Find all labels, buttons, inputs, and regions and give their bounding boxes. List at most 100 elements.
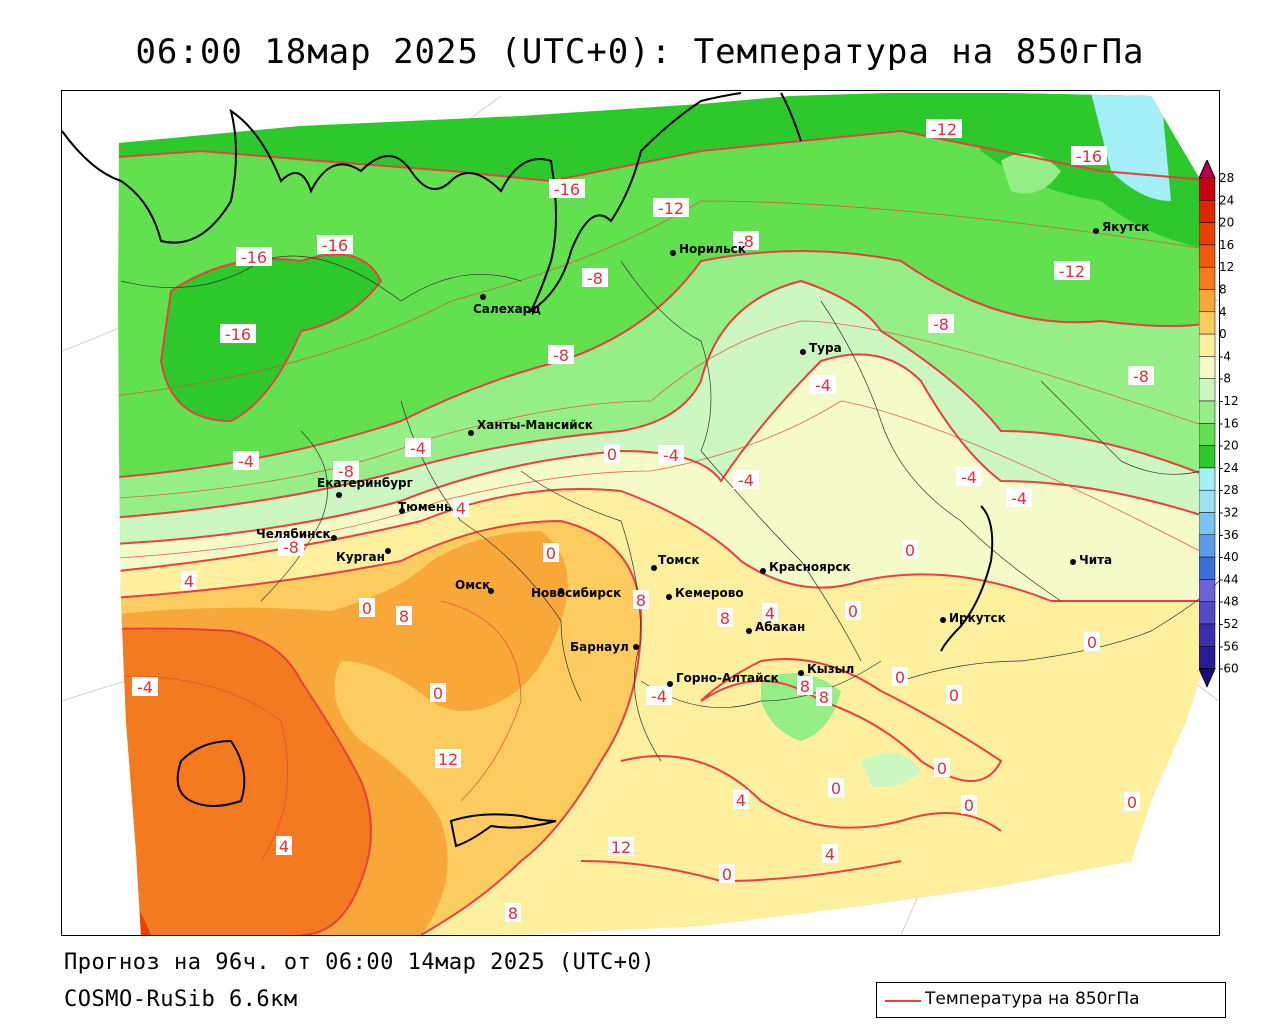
contour-label: 0 [895,668,905,687]
colorbar-swatch [1198,289,1216,313]
contour-label: 12 [611,838,631,857]
city-marker [651,565,657,571]
contour-label: -4 [738,471,754,490]
contour-label-bg [549,179,585,198]
colorbar-swatch [1198,467,1216,491]
contour-label-bg [181,571,197,590]
contour-label-bg [220,324,256,343]
contour-label: -16 [554,180,580,199]
contour-label: 4 [279,837,289,856]
contour-label: -8 [338,462,354,481]
temperature-map: -12 -16 -12 -16 -16 -16 -8 -12 -8 -16 -8 -8 -8 -4 -8 -4… [61,90,1220,936]
colorbar-swatch [1198,623,1216,647]
colorbar-swatch [1198,534,1216,558]
contour-label: -16 [241,248,267,267]
contour-label: -4 [1011,489,1027,508]
city-label: Якутск [1102,220,1149,234]
contour-label-bg [961,795,977,814]
contour-label-bg [733,231,759,250]
contour-label-bg [717,608,733,627]
contour-label: -12 [658,199,684,218]
city-marker [940,617,946,623]
contour-label-bg [333,461,359,480]
contour-label-bg [1124,792,1140,811]
city-marker [558,588,564,594]
contour-label: 8 [508,904,518,923]
contour-label: 0 [362,599,372,618]
city-label: Екатеринбург [317,476,413,490]
colorbar-swatch [1198,489,1216,513]
city-label: Тура [809,341,842,355]
contour-label: 0 [1087,633,1097,652]
colorbar-tick-label: -24 [1219,461,1239,475]
colorbar-swatch [1198,423,1216,446]
colorbar-top-arrow [1198,158,1216,179]
contour-label-bg [816,687,832,706]
contour-label: 8 [636,591,646,610]
city-label: Горно-Алтайск [676,671,779,685]
contour-label: 0 [964,796,974,815]
colorbar-tick-label: 12 [1219,260,1234,274]
contour-label-bg [505,903,521,922]
contour-label: 12 [438,750,458,769]
contour-label-bg [604,444,620,463]
contour-label: -4 [238,452,254,471]
contour-label-bg [946,685,962,704]
colorbar-tick-label: -32 [1219,506,1239,520]
contour-label-bg [892,667,908,686]
city-label: Новосибирск [531,586,621,600]
colorbar-swatch [1198,601,1216,625]
colorbar-tick-label: -20 [1219,439,1239,453]
contour-label: 0 [1127,793,1137,812]
colorbar-tick-label: -8 [1219,372,1231,386]
colorbar-swatch [1198,556,1216,580]
city-label: Красноярск [769,560,851,574]
contour-label: 0 [433,684,443,703]
colorbar-tick-label: -48 [1219,595,1239,609]
city-marker [760,568,766,574]
colorbar-tick-label: -52 [1219,617,1239,631]
contour-label-bg [934,758,950,777]
contour-label-bg [543,543,559,562]
contour-label-bg [1054,261,1090,280]
contour-label-bg [435,749,461,768]
city-marker [798,670,804,676]
colorbar-bottom-arrow [1198,668,1216,688]
cities: Якутск Норильск Салехард Тура Ханты-Мансийск… [256,220,1149,687]
contour-label-bg [396,606,412,625]
contour-label: -16 [322,236,348,255]
contour-label-bg [317,235,353,254]
contour-label: -12 [931,120,957,139]
contour-label: -16 [1076,147,1102,166]
city-label: Чита [1079,553,1112,567]
city-marker [800,349,806,355]
contour-label-bg [608,837,634,856]
contour-label: -8 [1133,367,1149,386]
city-label: Барнаул [570,640,629,654]
contour-label: 0 [848,602,858,621]
contour-label-bg [658,445,684,464]
contour-label: 4 [765,604,775,623]
contour-label-bg [646,686,672,705]
contour-label-bg [928,314,954,333]
contour-label-bg [276,836,292,855]
contour-label: 4 [184,572,194,591]
legend: Температура на 850гПа [876,982,1226,1018]
contour-label: 0 [905,541,915,560]
contour-label-bg [810,375,836,394]
city-label: Челябинск [256,527,331,541]
city-marker [488,588,494,594]
contour-label: -8 [933,315,949,334]
coastline [62,92,994,848]
colorbar-tick-label: 20 [1219,216,1234,230]
colorbar-tick-label: 28 [1219,171,1234,185]
contour-label-bg [845,601,861,620]
contour-label-bg [405,438,431,457]
colorbar: 28 24 20 16 12 8 4 0 -4 -8 -12 -16 -20 -24 -28 -32 -36 -4… [1198,158,1279,690]
colorbar-tick-label: 4 [1219,305,1227,319]
contour-label-bg [1084,632,1100,651]
contour-label-bg [762,603,778,622]
city-marker [399,508,405,514]
contour-label: -8 [738,232,754,251]
contour-label: -4 [815,376,831,395]
